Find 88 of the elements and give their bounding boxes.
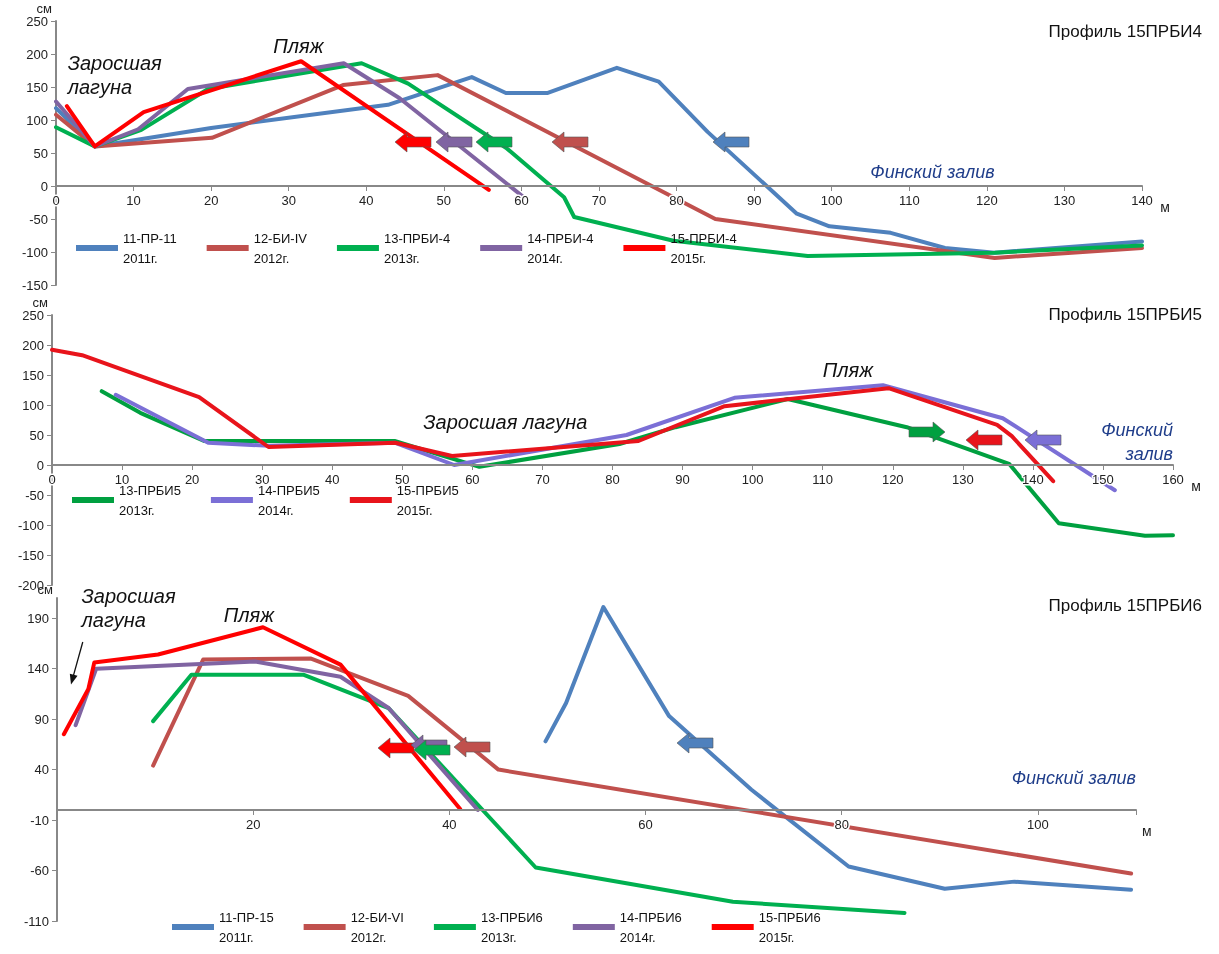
line-series: [151, 672, 907, 915]
y-tick-label: 140: [27, 661, 49, 677]
annotation: Пляж: [273, 35, 325, 58]
annotation: Заросшая лагуна: [66, 51, 162, 98]
x-tick-label: 70: [591, 193, 607, 208]
y-tick-label: 200: [22, 337, 44, 353]
x-tick-label: 140: [1131, 193, 1153, 208]
x-tick-label: 110: [812, 472, 834, 487]
chart-title: Профиль 15ПРБИ6: [1048, 596, 1203, 615]
legend-label: 11-ПР-11 2011г.: [123, 230, 177, 266]
legend-label: 15-ПРБИ6 2015г.: [758, 909, 821, 945]
y-tick-label: 200: [26, 46, 48, 62]
x-tick-label: 40: [442, 816, 457, 832]
x-tick-label: 50: [395, 472, 410, 487]
x-tick-label: 0: [52, 193, 60, 208]
y-tick-label: -60: [30, 863, 49, 879]
x-tick-label: 80: [605, 472, 620, 487]
y-tick-label: -100: [17, 517, 44, 533]
annotation: Заросшая лагуна: [423, 410, 588, 433]
x-tick-label: 100: [820, 193, 843, 208]
y-tick-label: 150: [26, 79, 48, 95]
annotation: Финский залив: [1101, 420, 1173, 465]
x-tick-label: 160: [1162, 472, 1184, 487]
x-tick-label: 20: [184, 472, 200, 487]
annotation: Финский залив: [870, 161, 995, 182]
y-tick-label: 40: [34, 762, 49, 778]
legend-label: 12-БИ-IV 2012г.: [253, 230, 308, 266]
y-tick-label: 50: [29, 427, 44, 443]
x-tick-label: 60: [465, 472, 480, 487]
legend-label: 12-БИ-VI 2012г.: [350, 909, 404, 945]
y-tick-label: -10: [30, 812, 49, 828]
legend-label: 14-ПРБИ6 2014г.: [619, 909, 682, 945]
legend-label: 13-ПРБИ6 2013г.: [480, 909, 543, 945]
y-axis-title: см: [36, 0, 53, 16]
y-tick-label: -100: [21, 244, 48, 260]
legend-label: 15-ПРБИ-4 2015г.: [670, 230, 737, 266]
annotation: Пляж: [223, 604, 276, 627]
x-tick-label: 90: [746, 193, 762, 208]
x-tick-label: 90: [675, 472, 690, 487]
x-tick-label: 10: [114, 472, 130, 487]
y-tick-label: 0: [40, 178, 48, 194]
x-tick-label: 70: [535, 472, 550, 487]
x-tick-label: 20: [203, 193, 219, 208]
x-tick-label: 100: [1027, 816, 1049, 832]
y-tick-label: 0: [36, 457, 44, 473]
y-tick-label: 100: [22, 397, 44, 413]
x-tick-label: 50: [436, 193, 452, 208]
y-tick-label: -50: [29, 211, 48, 227]
y-tick-label: 250: [26, 13, 48, 29]
annotation: Пляж: [822, 359, 875, 382]
x-tick-label: 20: [245, 816, 261, 832]
y-tick-label: 90: [34, 711, 49, 727]
x-tick-label: 30: [281, 193, 296, 208]
y-tick-label: 100: [26, 112, 48, 128]
chart-title: Профиль 15ПРБИ5: [1048, 305, 1203, 324]
x-axis-title: м: [1160, 199, 1170, 215]
annotation: Заросшая лагуна: [80, 584, 176, 631]
x-axis-title: м: [1142, 822, 1152, 839]
x-tick-label: 40: [359, 193, 374, 208]
y-axis-title: см: [32, 294, 49, 310]
x-tick-label: 60: [514, 193, 529, 208]
x-tick-label: 130: [1053, 193, 1076, 208]
x-tick-label: 110: [898, 193, 920, 208]
x-tick-label: 40: [325, 472, 340, 487]
x-axis-title: м: [1191, 478, 1201, 494]
y-tick-label: -150: [21, 277, 48, 293]
y-tick-label: 190: [27, 610, 49, 626]
line-series: [50, 347, 1056, 484]
x-tick-label: 60: [638, 816, 653, 832]
x-tick-label: 120: [881, 472, 904, 487]
legend-label: 13-ПРБИ-4 2013г.: [383, 230, 451, 266]
annotation: Финский залив: [1011, 767, 1136, 788]
x-tick-label: 130: [951, 472, 974, 487]
legend-label: 11-ПР-15 2011г.: [219, 909, 274, 945]
x-tick-label: 120: [976, 193, 998, 208]
y-tick-label: 150: [22, 367, 44, 383]
legend-label: 14-ПРБИ-4 2014г.: [527, 230, 594, 266]
y-tick-label: -110: [23, 913, 49, 929]
x-tick-label: 100: [741, 472, 764, 487]
y-tick-label: -50: [25, 487, 44, 503]
x-tick-label: 140: [1022, 472, 1044, 487]
y-tick-label: -150: [17, 547, 44, 563]
x-tick-label: 30: [254, 472, 270, 487]
y-tick-label: 250: [22, 307, 44, 323]
line-series: [151, 656, 1134, 876]
y-tick-label: 50: [33, 145, 48, 161]
chart-title: Профиль 15ПРБИ4: [1048, 22, 1203, 41]
x-tick-label: 10: [126, 193, 141, 208]
